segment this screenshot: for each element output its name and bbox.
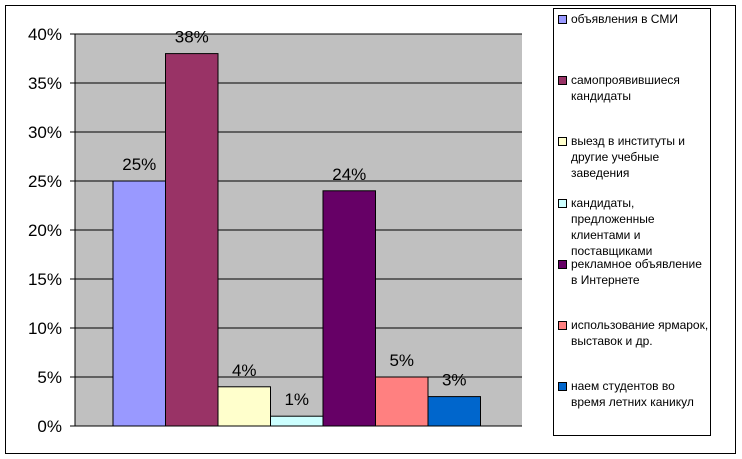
y-tick-label: 25% <box>28 172 62 191</box>
legend-label: рекламное объявление в Интернете <box>571 257 702 287</box>
bar-data-labels: 25% 38% 4% 1% 24% 5% 3% <box>122 28 466 410</box>
legend-swatch <box>558 199 567 208</box>
y-axis-ticks: 0% 5% 10% 15% 20% 25% 30% 35% 40% <box>28 25 75 436</box>
legend: объявления в СМИ самопроявившиеся кандида… <box>553 8 711 436</box>
y-tick-label: 35% <box>28 74 62 93</box>
bar-data-label: 24% <box>332 165 366 184</box>
legend-swatch <box>558 260 567 269</box>
legend-swatch <box>558 321 567 330</box>
bar <box>270 415 324 427</box>
bar-data-label: 1% <box>284 390 309 409</box>
legend-swatch <box>558 137 567 146</box>
legend-label: кандидаты, предложенные клиентами и пост… <box>571 196 655 258</box>
bar <box>165 53 219 427</box>
y-tick-label: 10% <box>28 319 62 338</box>
bar-data-label: 5% <box>389 351 414 370</box>
y-tick-label: 20% <box>28 221 62 240</box>
y-tick-label: 15% <box>28 270 62 289</box>
bar <box>112 180 166 427</box>
legend-swatch <box>558 76 567 85</box>
legend-label: выезд в институты и другие учебные завед… <box>571 134 686 180</box>
bar-data-label: 3% <box>442 371 467 390</box>
bar-data-label: 25% <box>122 155 156 174</box>
y-tick-label: 5% <box>37 368 62 387</box>
bar-data-label: 38% <box>175 28 209 47</box>
bar <box>375 376 429 427</box>
legend-label: наем студентов во время летних каникул <box>571 379 694 409</box>
legend-label: самопроявившиеся кандидаты <box>571 73 680 103</box>
bar <box>427 396 481 427</box>
y-tick-label: 0% <box>37 417 62 436</box>
legend-label: использование ярмарок, выставок и др. <box>571 318 709 348</box>
legend-swatch <box>558 382 567 391</box>
bar <box>217 386 271 427</box>
bar-data-label: 4% <box>232 361 257 380</box>
legend-label: объявления в СМИ <box>571 12 678 26</box>
bars <box>112 53 481 427</box>
legend-swatch <box>558 15 567 24</box>
y-tick-label: 30% <box>28 123 62 142</box>
y-tick-label: 40% <box>28 25 62 44</box>
bar <box>322 190 376 427</box>
